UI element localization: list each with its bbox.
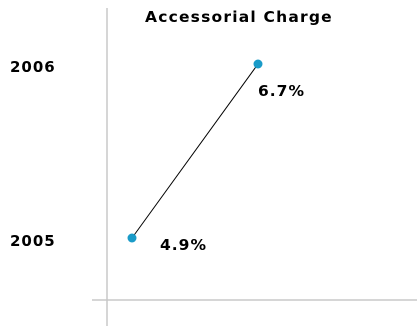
- data-point-2006: [254, 60, 263, 69]
- data-label-2006: 6.7%: [258, 82, 305, 100]
- category-label-2005: 2005: [10, 232, 56, 250]
- data-label-2005: 4.9%: [160, 236, 207, 254]
- chart-title: Accessorial Charge: [145, 8, 333, 26]
- chart-marks: 2005 2006 4.9% 6.7%: [10, 58, 305, 254]
- data-point-2005: [128, 234, 137, 243]
- category-label-2006: 2006: [10, 58, 56, 76]
- series-line: [132, 64, 258, 238]
